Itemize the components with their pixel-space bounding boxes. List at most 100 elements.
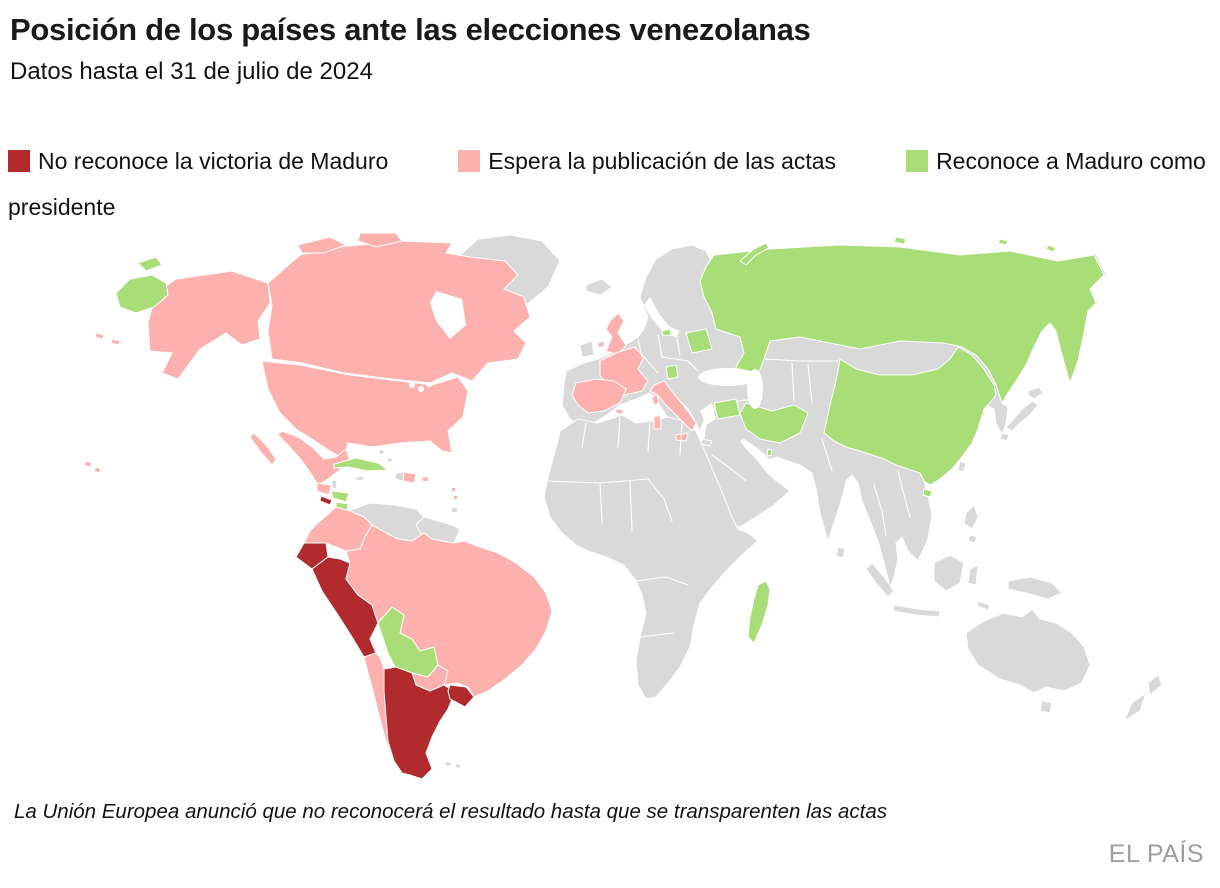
country-canada [267,240,531,384]
region-chukotka-west [115,274,169,314]
country-belarus [685,328,713,354]
island-aleutians-2 [94,332,105,340]
island-falklands [444,760,453,768]
borders-arabia [711,454,747,482]
island-russian-arctic-3 [1045,244,1057,253]
map-container [0,232,1220,790]
great-lakes-2 [418,386,424,392]
island-falklands-2 [454,762,462,770]
brand-logo: EL PAÍS [1108,840,1204,868]
island-bahamas [377,448,386,456]
island-honshu [1005,400,1039,432]
caspian-sea [747,369,763,409]
country-dominican-republic [402,471,417,484]
black-sea [698,368,758,386]
great-lakes-3 [426,382,432,388]
legend-swatch-reconoce [906,150,929,172]
legend-label-no-reconoce: No reconoce la victoria de Maduro [38,148,389,174]
hudson-bay [430,291,466,339]
island-hawaii [83,460,93,468]
island-new-zealand-south [1123,692,1147,722]
region-baja-california [249,432,277,466]
country-belize [331,479,338,490]
legend-swatch-espera [458,150,481,172]
legend-label-reconoce: Reconoce a Maduro como presidente [8,148,1206,220]
island-borneo [933,554,965,592]
country-honduras [330,490,350,503]
footnote: La Unión Europea anunció que no reconoce… [14,800,887,823]
great-lakes [409,382,415,388]
country-qatar [766,448,773,457]
country-spain [571,378,627,414]
borders-sahel [547,478,673,532]
country-serbia [665,364,679,380]
island-puerto-rico [421,476,430,483]
island-ireland [579,340,595,358]
island-canadian-arctic [297,236,347,254]
island-russian-arctic-2 [997,238,1009,246]
island-novaya-zemlya [739,242,770,266]
island-aleutians [110,338,121,346]
island-balearics [615,408,624,415]
island-java [892,604,941,618]
country-syria [713,398,741,420]
island-iceland [585,278,613,296]
island-taiwan [957,460,967,473]
world-map [83,232,1163,790]
country-italy [649,380,697,432]
country-uruguay [447,684,475,708]
borders-southern-africa [635,576,689,638]
island-hawaii-2 [93,466,102,474]
borders-south-asia [821,438,911,536]
island-sicily [675,432,689,442]
aegean-sea [700,403,716,425]
legend-item-no-reconoce: No reconoce la victoria de Maduro [8,148,388,174]
country-russia [699,244,1105,404]
island-hainan [922,488,933,498]
island-timor [976,600,991,611]
landmass-australia [965,608,1091,694]
island-philippines [963,504,979,530]
island-sulawesi [967,564,979,586]
legend-swatch-no-reconoce [8,150,30,172]
country-iran [739,402,809,444]
island-trinidad [450,506,459,514]
island-new-zealand-north [1147,674,1163,696]
country-madagascar [747,580,771,644]
island-russian-arctic [893,236,907,245]
borders-central-asia [763,358,839,404]
island-canadian-arctic-2 [357,232,403,248]
region-northern-ireland [597,340,605,348]
page-title: Posición de los países ante las eleccion… [10,12,811,47]
persian-gulf [740,439,776,471]
country-guatemala [316,482,332,496]
country-argentina [383,666,453,780]
island-kyushu [999,432,1010,442]
baltic-sea [644,297,680,337]
island-crete [700,438,713,447]
region-chukotka-west-2 [137,256,163,272]
island-tasmania [1039,700,1053,714]
legend-item-espera: Espera la publicación de las actas [458,148,836,174]
island-sardinia [653,414,662,430]
legend: No reconoce la victoria de Maduro Espera … [8,138,1212,230]
island-french-antilles-2 [452,494,459,501]
island-mindanao [967,534,978,544]
island-hokkaido [1027,386,1044,400]
island-jamaica [355,475,365,482]
legend-item-reconoce: Reconoce a Maduro como presidente [8,148,1206,220]
country-china [823,346,997,486]
island-new-guinea [1007,576,1063,600]
legend-label-espera: Espera la publicación de las actas [488,148,837,174]
borders-central-europe [637,332,699,374]
island-french-antilles [450,486,457,493]
header: Posición de los países ante las eleccion… [10,12,1210,86]
borders-north-africa [581,416,683,456]
page-subtitle: Datos hasta el 31 de julio de 2024 [10,57,373,85]
island-sri-lanka [835,546,846,559]
island-sumatra [865,562,895,598]
country-usa [261,360,469,460]
country-cuba [333,457,389,472]
country-el-salvador [319,495,333,506]
